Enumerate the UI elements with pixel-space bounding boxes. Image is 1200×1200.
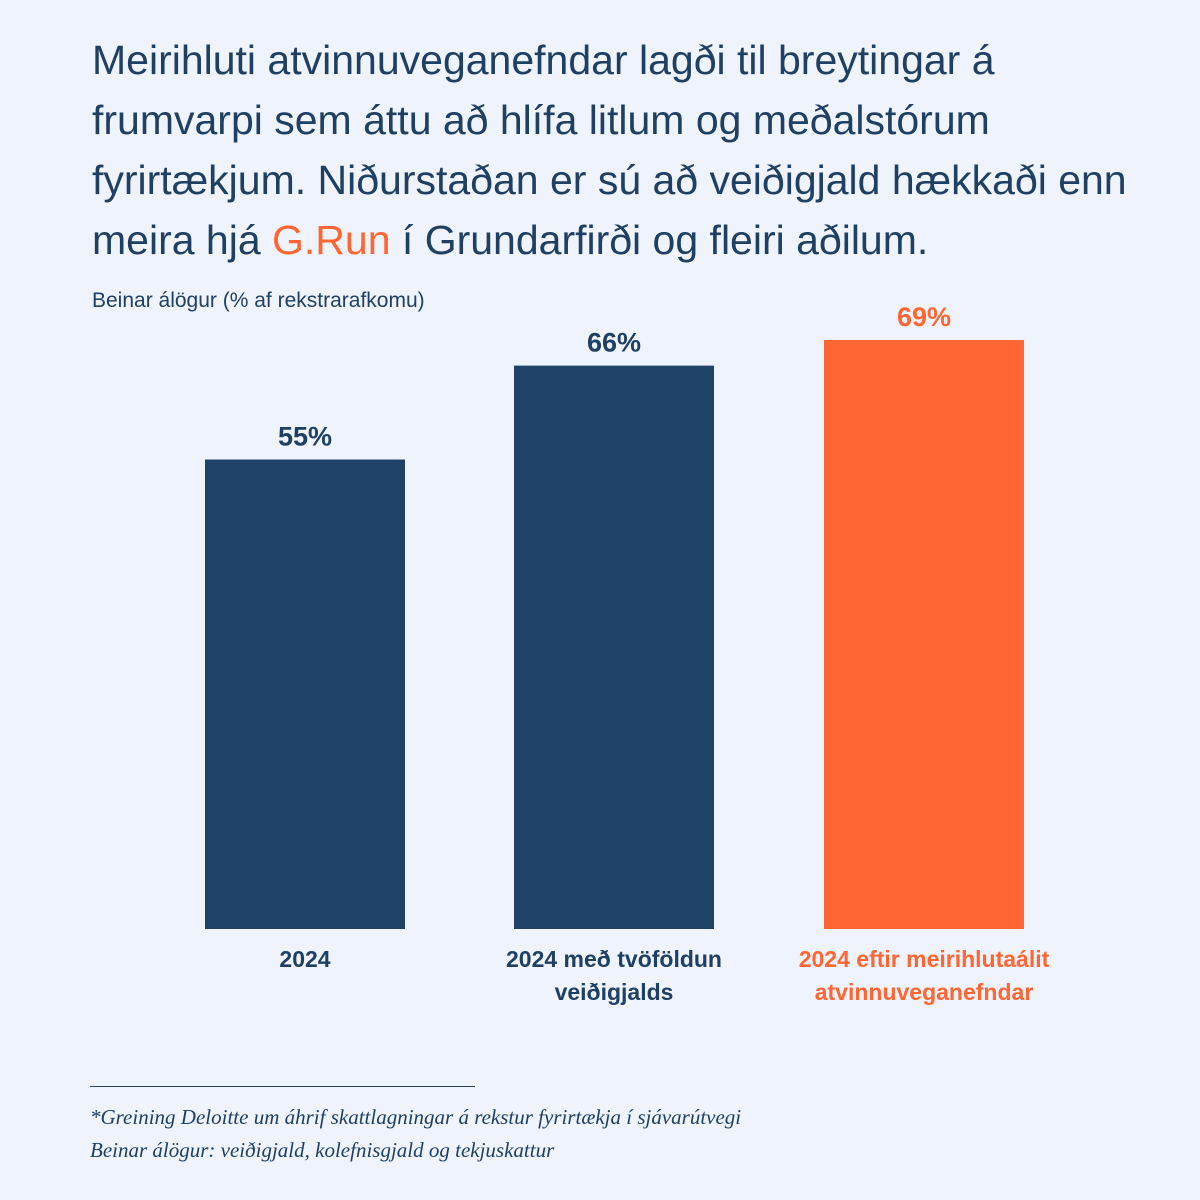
value-label-2: 66%: [587, 328, 641, 358]
category-label-1: 2024: [279, 946, 330, 972]
value-label-1: 55%: [278, 422, 332, 452]
category-label-2: 2024 með tvöföldun veiðigjalds: [506, 946, 722, 1005]
bar-3: [824, 340, 1024, 929]
footnote-divider: [90, 1086, 475, 1087]
footnote-source: *Greining Deloitte um áhrif skattlagning…: [90, 1105, 742, 1129]
category-label-line: 2024: [279, 946, 330, 972]
title-text-start: Meirihluti atvinnuveganefndar lagði til …: [92, 37, 1127, 263]
footnote-definition: Beinar álögur: veiðigjald, kolefnisgjald…: [90, 1138, 555, 1162]
bar-2: [514, 365, 714, 929]
category-label-3: 2024 eftir meirihlutaálit atvinnuveganefn…: [799, 946, 1050, 1005]
bar-1: [205, 459, 405, 929]
title-highlight-grun: G.Run: [272, 217, 391, 263]
y-axis-label: Beinar álögur (% af rekstrarafkomu): [92, 289, 425, 312]
category-label-line: 2024 með tvöföldun: [506, 946, 722, 972]
category-label-line: veiðigjalds: [555, 979, 674, 1005]
category-label-line: 2024 eftir meirihlutaálit: [799, 946, 1050, 972]
category-label-line: atvinnuveganefndar: [815, 979, 1034, 1005]
title-text-end: í Grundarfirði og fleiri aðilum.: [390, 217, 929, 263]
value-label-3: 69%: [897, 302, 951, 332]
chart-title: Meirihluti atvinnuveganefndar lagði til …: [92, 30, 1132, 270]
